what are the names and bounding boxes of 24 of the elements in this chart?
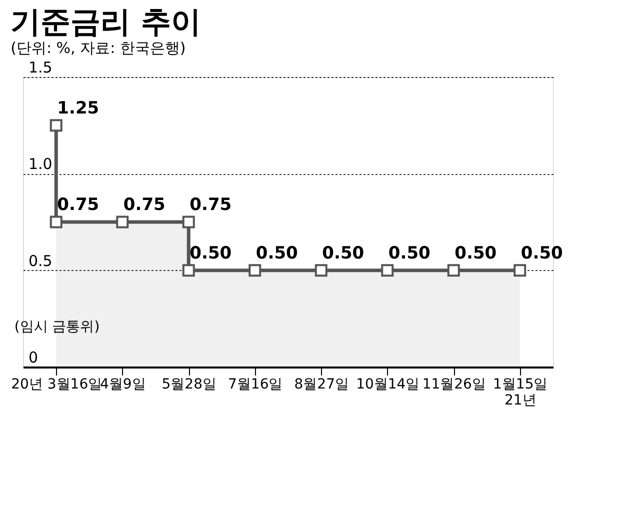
y-tick-label: 0.5 [28,252,52,270]
data-label: 0.50 [256,243,298,264]
y-tick-label: 1.5 [28,58,52,76]
chart-subtitle: (단위: %, 자료: 한국은행) [10,39,186,57]
y-tick-label: 1.0 [28,155,52,174]
x-tick-label: 7월16일 [228,376,283,392]
data-label: 0.75 [123,195,166,215]
x-tick-label: 4월9일 [100,376,146,392]
x-tick-label: 1월15일 21년 [493,376,548,408]
data-label: 0.75 [57,195,100,215]
data-label: 0.75 [190,195,232,215]
data-label: 0.50 [520,243,564,264]
y-tick-label: 0 [28,348,38,366]
x-tick-label: 5월28일 [162,376,216,392]
x-tick-label: 8월27일 [294,376,349,392]
data-label: 0.50 [190,243,232,264]
x-tick-label: 10월14일 [356,376,420,392]
data-label: 0.50 [322,243,364,264]
data-label: 1.25 [57,98,100,118]
data-label: 0.50 [454,243,497,264]
annotation: (임시 금통위) [14,319,100,335]
chart-title: 기준금리 추이 [10,5,202,40]
x-tick-label: 11월26일 [422,376,486,392]
data-label: 0.50 [388,243,431,264]
